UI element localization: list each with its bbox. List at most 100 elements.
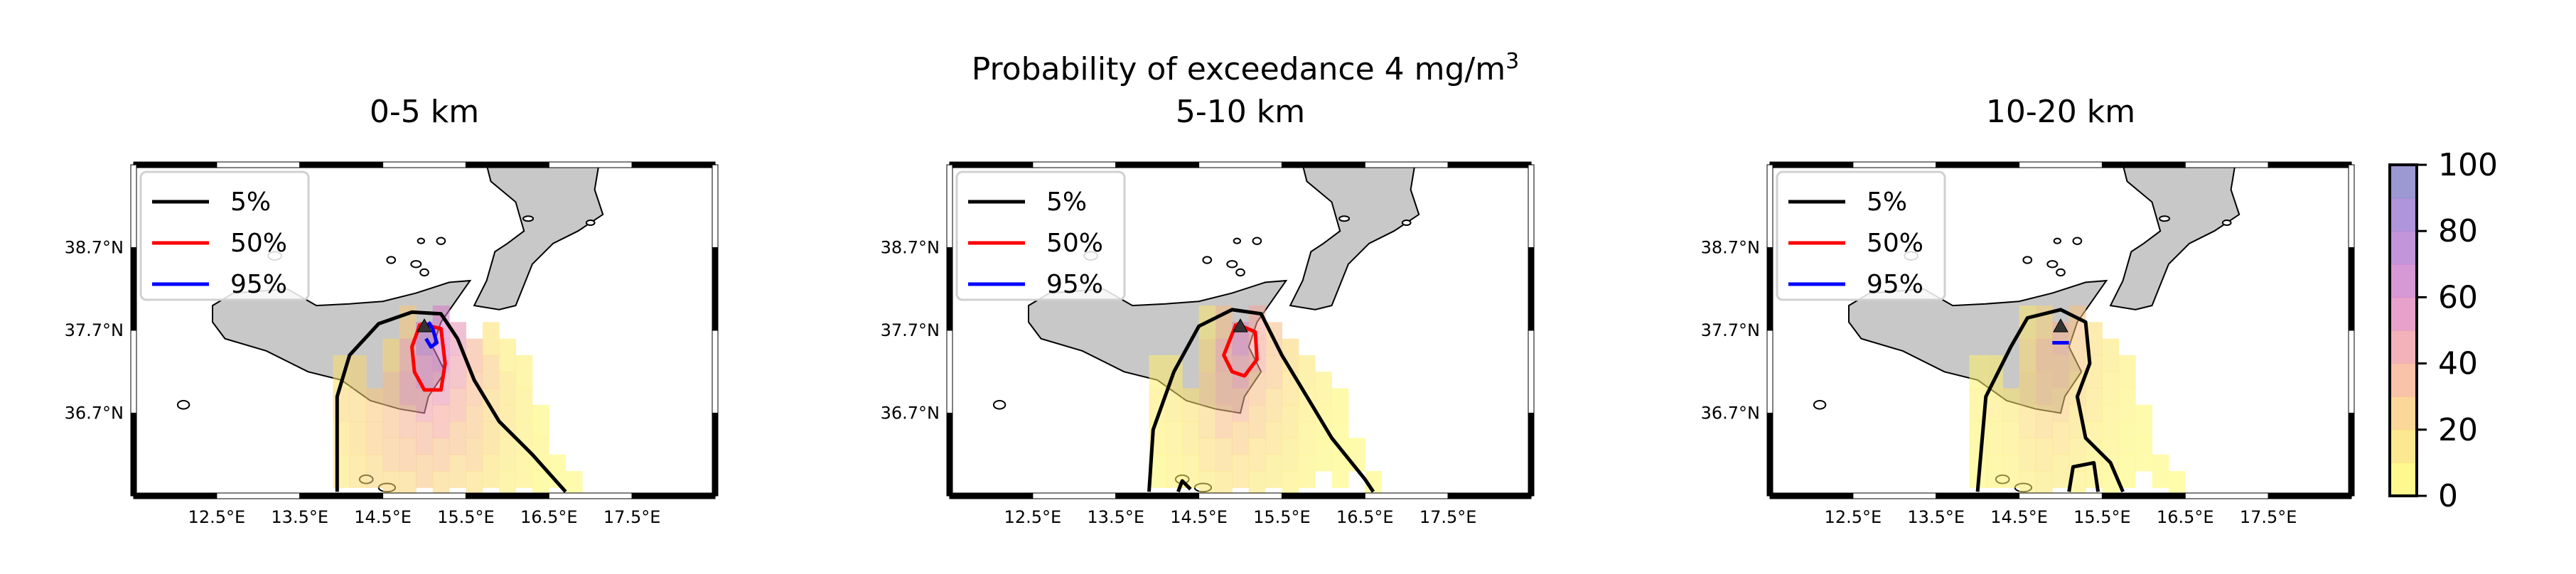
frame-tick [2184,161,2269,168]
probability-cell [1969,388,1987,422]
colorbar-segment [2390,231,2417,265]
probability-cell [532,471,549,496]
frame-tick [1115,492,1200,499]
probability-cell [1232,388,1250,422]
probability-cell [499,338,517,372]
probability-cell [399,372,417,406]
legend-box [1776,170,1946,301]
probability-cell [2035,404,2053,438]
probability-cell [1265,354,1282,389]
probability-cell [432,438,450,472]
frame-tick [216,161,301,168]
land-island [436,237,446,245]
probability-cell [1215,372,1233,406]
legend-label: 5% [1046,188,1087,217]
y-tick-label: 36.7°N [65,404,124,423]
probability-cell [2086,388,2103,422]
probability-cell [2152,454,2169,488]
frame-tick [1364,161,1449,168]
probability-cell [449,454,466,488]
land-island [2022,256,2033,264]
probability-cell [2135,404,2153,438]
colorbar-frame [2388,163,2418,497]
probability-cell [515,421,533,455]
probability-cell [2019,438,2036,472]
frame-tick [1766,247,1773,331]
frame-tick [130,330,137,413]
colorbar-segment [2390,462,2417,497]
colorbar-segment [2390,396,2417,430]
probability-cell [1182,388,1200,422]
probability-cell [2068,338,2086,372]
land-island [176,400,190,410]
probability-cell [1232,354,1250,389]
probability-cell [466,404,483,438]
legend-label: 50% [1867,229,1923,258]
frame-tick [133,492,218,499]
probability-cell [416,454,434,488]
probability-cell [2035,438,2053,472]
probability-cell [2019,372,2036,406]
probability-cell [449,421,466,455]
frame-tick [946,247,953,331]
frame-tick [133,161,218,168]
probability-cell [1165,454,1183,488]
legend: 5% 50% 95% [955,170,1126,301]
probability-cell [399,404,417,438]
probability-cell [2002,454,2020,488]
frame-tick [2348,247,2355,331]
frame-tick [1032,492,1117,499]
probability-cell [1165,388,1183,422]
contour-50-percent [410,322,447,392]
frame-tick [465,161,549,168]
frame-tick [382,161,466,168]
probability-cell [2118,421,2136,455]
land-island [1233,237,1241,244]
land-island [2221,220,2232,227]
frame-tick [946,330,953,413]
frame-tick [1766,413,1773,497]
probability-cell [1985,421,2003,455]
probability-cell [2052,454,2070,488]
probability-cell [1265,421,1282,455]
probability-cell [499,438,517,472]
probability-cell [449,354,466,389]
map-panel-3: 10-20 km 12.5°E 13.5°E 14.5°E 15.5°E 16.5°E 17… [1701,94,2355,527]
frame-tick [2019,161,2103,168]
probability-cell [1298,388,1316,422]
frame-tick [1198,492,1282,499]
probability-cell [499,404,517,438]
probability-cell [1985,354,2003,389]
frame-tick [949,161,1034,168]
probability-cell [565,471,583,496]
contour-50-percent [1222,322,1259,378]
vent-marker [2053,318,2068,332]
probability-cell [2102,404,2120,438]
vent-marker [1233,318,1248,332]
probability-cell [2102,338,2120,372]
x-tick-label: 14.5°E [354,507,412,527]
frame-tick [299,492,384,499]
probability-cell [2086,421,2103,455]
colorbar-segment [2390,429,2417,463]
probability-cell [1331,388,1349,422]
probability-cell [366,388,384,422]
probability-cell [382,404,400,438]
colorbar-tick-label: 60 [2438,279,2478,315]
frame-tick [946,164,953,248]
probability-cell [2135,438,2153,472]
probability-cell [1198,438,1216,472]
land-island [992,400,1007,410]
colorbar-tick-label: 80 [2438,213,2478,249]
frame-tick [130,164,137,248]
probability-cell [416,421,434,455]
land-calabria [473,165,604,310]
colorbar-tick-label: 100 [2438,147,2498,183]
legend: 5% 50% 95% [139,170,310,301]
probability-cell [2052,421,2070,455]
legend: 5% 50% 95% [1776,170,1946,301]
probability-cell [2002,421,2020,455]
probability-cell [1248,372,1266,406]
probability-cell [499,471,517,496]
frame-tick [130,247,137,331]
